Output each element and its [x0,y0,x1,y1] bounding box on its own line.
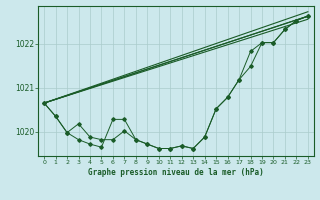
X-axis label: Graphe pression niveau de la mer (hPa): Graphe pression niveau de la mer (hPa) [88,168,264,177]
